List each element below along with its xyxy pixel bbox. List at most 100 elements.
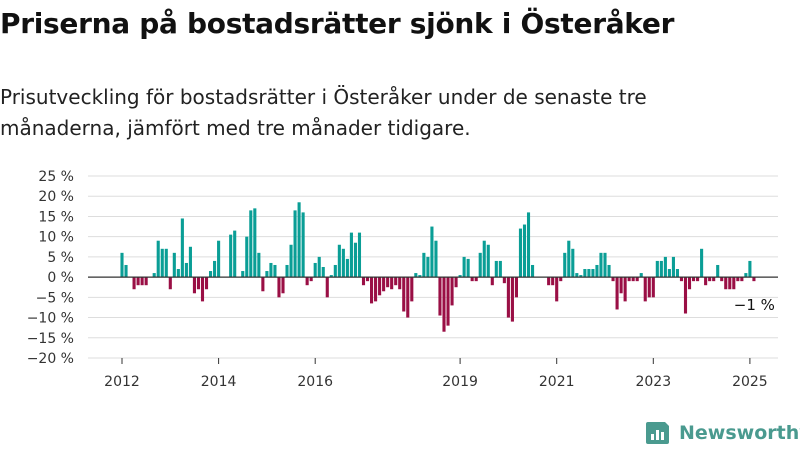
bar: [349, 232, 353, 278]
bar: [526, 212, 531, 278]
bar: [692, 277, 696, 282]
bar: [196, 277, 201, 290]
y-tick-label: −10 %: [27, 311, 74, 327]
bar: [192, 277, 196, 294]
bar: [502, 277, 506, 284]
bar: [144, 277, 148, 286]
bar: [724, 277, 728, 290]
bar: [313, 262, 317, 278]
bar: [241, 271, 245, 278]
x-tick-label: 2014: [201, 374, 237, 390]
bar: [277, 277, 281, 298]
bar: [587, 269, 591, 278]
bar: [506, 277, 510, 318]
bar: [297, 202, 301, 278]
bar: [233, 230, 237, 278]
bar: [374, 277, 378, 302]
bar: [736, 277, 740, 282]
bar: [667, 269, 671, 278]
bar: [555, 277, 559, 302]
bar: [595, 264, 599, 278]
y-tick-label: 15 %: [38, 209, 74, 225]
bar: [337, 244, 341, 278]
bar: [398, 277, 402, 290]
bar: [209, 271, 213, 278]
bar: [611, 277, 615, 282]
bar: [531, 264, 535, 278]
bar: [321, 267, 325, 278]
bar: [643, 277, 647, 302]
bar: [160, 248, 164, 278]
bar: [353, 242, 357, 278]
price-change-bar-chart: 25 % 20 % 15 % 10 % 5 % 0 % −5 % −10 % −15 % −20 …: [27, 169, 778, 390]
bar: [474, 277, 478, 282]
bar: [261, 277, 265, 292]
bar: [289, 244, 293, 278]
bar: [410, 277, 414, 302]
bar: [716, 264, 720, 278]
bar: [361, 277, 366, 286]
y-tick-label: −20 %: [27, 351, 74, 367]
bar: [591, 269, 595, 278]
bar: [575, 273, 579, 278]
bar: [655, 260, 659, 278]
bar: [293, 210, 297, 278]
bar: [631, 277, 635, 282]
bar: [514, 277, 518, 298]
y-tick-label: 25 %: [38, 169, 74, 185]
bar: [663, 256, 667, 278]
bar: [382, 277, 386, 292]
bar: [301, 212, 305, 278]
y-tick-label: −5 %: [36, 290, 74, 306]
bar: [659, 260, 663, 278]
x-tick-label: 2023: [635, 374, 671, 390]
bar: [422, 252, 426, 278]
bar: [712, 277, 716, 282]
bar: [402, 277, 406, 312]
bar: [253, 208, 257, 278]
bar: [599, 252, 603, 278]
bar: [458, 275, 462, 278]
bar: [281, 277, 285, 294]
bar: [269, 262, 273, 278]
bar: [454, 277, 458, 288]
bar: [704, 277, 708, 286]
y-tick-label: 0 %: [47, 270, 74, 286]
bar: [394, 277, 398, 286]
bar: [418, 275, 422, 278]
bar: [365, 277, 370, 282]
bar: [522, 224, 527, 278]
bar: [675, 269, 679, 278]
bar: [482, 240, 486, 278]
bar: [370, 277, 374, 304]
bar: [442, 277, 446, 332]
bar: [378, 277, 382, 296]
bar: [470, 277, 474, 282]
bar: [434, 240, 438, 278]
bar: [180, 218, 184, 278]
bar: [140, 277, 144, 286]
bar: [164, 248, 168, 278]
bar: [450, 277, 454, 306]
bar: [732, 277, 736, 290]
bar: [623, 277, 627, 302]
bar: [478, 252, 482, 278]
bar: [329, 275, 333, 278]
y-tick-label: 5 %: [47, 250, 74, 266]
bar: [567, 240, 571, 278]
bar: [486, 244, 490, 278]
bar: [639, 273, 643, 278]
bar: [249, 210, 253, 278]
bar: [188, 246, 192, 278]
y-tick-label: 10 %: [38, 230, 74, 246]
bar: [345, 258, 349, 278]
bar: [438, 277, 442, 316]
bar: [679, 277, 684, 282]
bar: [563, 252, 567, 278]
bar: [498, 260, 502, 278]
bar: [414, 273, 418, 278]
bar: [462, 256, 466, 278]
bar: [136, 277, 140, 286]
bar: [551, 277, 555, 286]
bar: [446, 277, 450, 326]
